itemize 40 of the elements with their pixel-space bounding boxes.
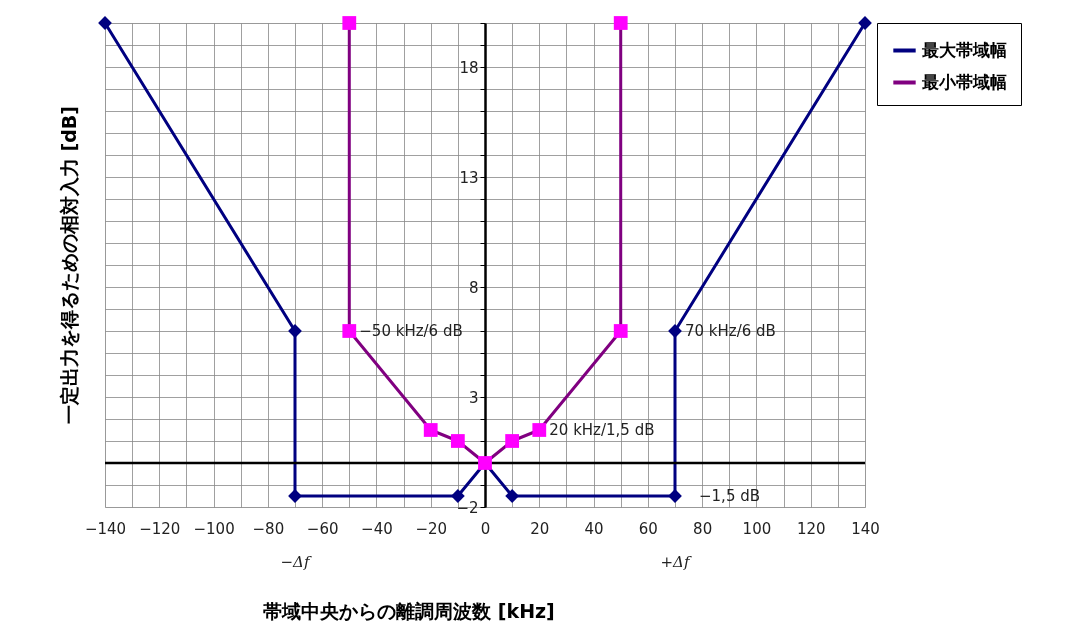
point: [342, 16, 357, 30]
annotation: 70 kHz/6 dB: [685, 322, 776, 340]
x-tick-label: 80: [693, 519, 713, 538]
annotation: 20 kHz/1,5 dB: [549, 421, 655, 439]
legend-label: 最小帯域幅: [921, 71, 1007, 92]
y-tick-label: 13: [459, 168, 479, 187]
y-tick-label: 3: [468, 388, 479, 407]
point: [613, 324, 628, 338]
annotation: −1,5 dB: [699, 487, 761, 505]
x-tick-label: 100: [742, 519, 772, 538]
x-tick-label: −40: [361, 519, 393, 538]
point: [532, 423, 547, 437]
x-tick-label: −100: [193, 519, 235, 538]
x-axis-title: 帯域中央からの離調周波数 [kHz]: [263, 600, 555, 622]
text: −Δf: [280, 553, 312, 571]
y-tick-label: 18: [459, 58, 479, 77]
x-tick-label: 120: [796, 519, 826, 538]
x-tick-label: 0: [480, 519, 491, 538]
x-tick-label: −120: [139, 519, 181, 538]
point: [613, 16, 628, 30]
x-tick-label: −60: [306, 519, 339, 538]
annotation: −50 kHz/6 dB: [359, 322, 463, 340]
point: [505, 434, 520, 448]
x-tick-label: −80: [252, 519, 285, 538]
point: [342, 324, 357, 338]
y-tick-label: 8: [468, 278, 479, 297]
x-tick-label: 140: [851, 519, 880, 538]
point: [505, 489, 520, 503]
x-tick-label: 40: [584, 519, 604, 538]
y-tick-label: −2: [456, 498, 479, 517]
x-tick-label: −140: [84, 519, 127, 538]
point: [423, 423, 438, 437]
x-tick-label: 20: [530, 519, 550, 538]
x-tick-label: −20: [415, 519, 448, 538]
y-axis-title: 一定出力を得るための相対入力 [dB]: [58, 105, 80, 425]
point: [450, 434, 465, 448]
point: [450, 489, 465, 503]
x-tick-label: 60: [638, 519, 658, 538]
legend-label: 最大帯域幅: [921, 39, 1007, 60]
text: +Δf: [660, 553, 692, 571]
